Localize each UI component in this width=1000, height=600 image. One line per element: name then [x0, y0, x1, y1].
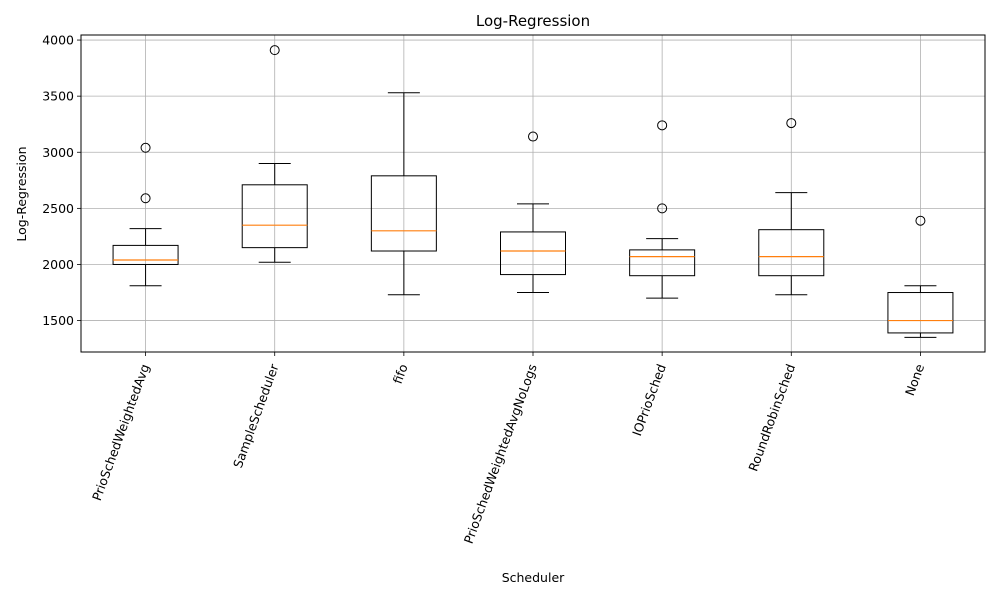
box-layer: [112, 45, 954, 338]
iqr-box: [887, 292, 954, 334]
iqr-box: [500, 231, 566, 276]
iqr-box: [112, 244, 179, 265]
outlier-point: [140, 142, 151, 153]
box-IOPrioSched: [629, 120, 696, 299]
outlier-point: [915, 215, 926, 226]
x-tick-label: fifo: [390, 362, 411, 386]
iqr-box: [370, 175, 437, 252]
box-SampleScheduler: [241, 45, 308, 263]
outlier-point: [528, 131, 538, 142]
chart-title: Log-Regression: [476, 12, 590, 30]
box-None: [887, 215, 954, 338]
iqr-box: [629, 249, 696, 277]
iqr-box: [241, 184, 308, 249]
y-tick-label: 3500: [42, 89, 74, 104]
x-axis-title: Scheduler: [502, 570, 565, 585]
outlier-point: [657, 203, 668, 214]
y-tick-label: 2000: [42, 257, 74, 272]
y-axis: 1500 2000 2500 3000 3500 4000: [42, 33, 81, 328]
box-PrioSchedWeightedAvg: [112, 142, 179, 287]
iqr-box: [758, 229, 825, 277]
outlier-point: [140, 193, 151, 204]
y-axis-title: Log-Regression: [14, 146, 29, 241]
box-PrioSchedWeightedAvgNoLogs: [500, 131, 566, 294]
y-tick-label: 1500: [42, 313, 74, 328]
box-fifo: [370, 92, 437, 296]
outlier-point: [786, 118, 797, 129]
box-RoundRobinSched: [758, 118, 825, 296]
y-tick-label: 2500: [42, 201, 74, 216]
y-tick-label: 4000: [42, 33, 74, 48]
grid-layer: [81, 35, 985, 352]
outlier-point: [269, 45, 280, 56]
y-tick-label: 3000: [42, 145, 74, 160]
outlier-point: [657, 120, 668, 131]
